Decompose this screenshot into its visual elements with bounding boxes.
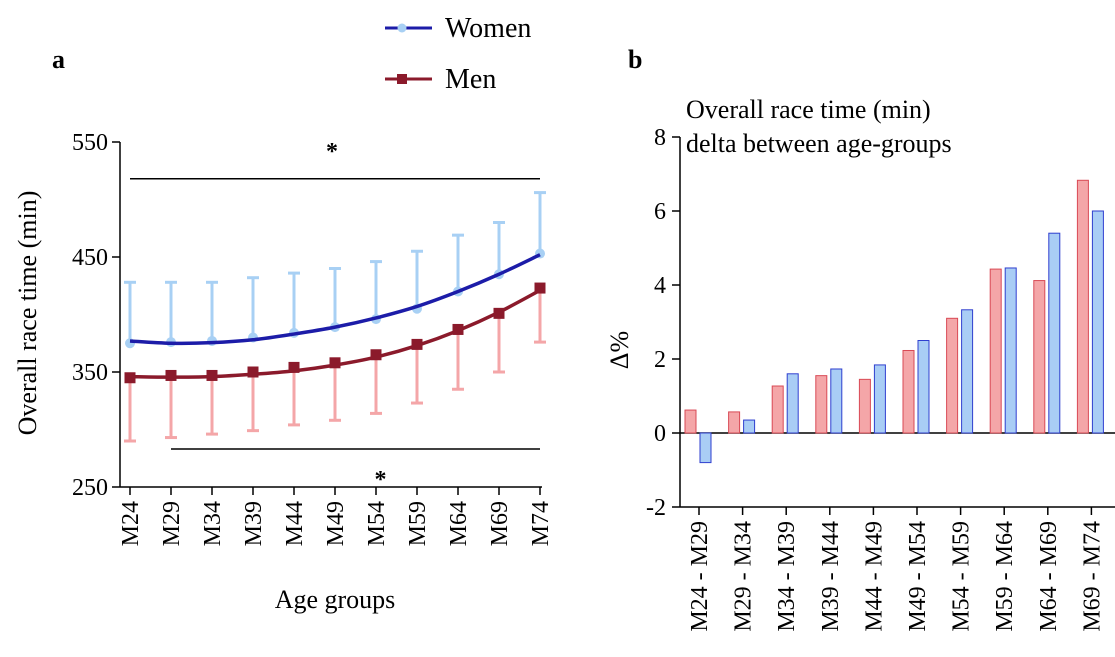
panel-a-x-tick-label: M34 (200, 501, 226, 546)
men-point (534, 282, 546, 294)
panel-a-x-tick-label: M29 (159, 501, 185, 546)
panel-a-x-tick-label: M44 (282, 501, 308, 546)
panel-b-x-tick-label: M64 - M69 (1036, 521, 1062, 632)
legend-men-label: Men (445, 64, 496, 95)
panel-b-x-tick-label: M29 - M34 (731, 521, 757, 632)
legend-women-marker (397, 23, 407, 33)
panel-a-x-tick-label: M24 (118, 501, 144, 546)
men-delta-bar (771, 385, 784, 434)
panel-a-significance-star: * (375, 467, 387, 493)
women-delta-bar (699, 432, 712, 464)
panel-a-x-axis-title: Age groups (275, 585, 396, 614)
women-delta-bar (743, 419, 756, 434)
panel-b-x-tick-label: M34 - M39 (774, 521, 800, 632)
panel-b-y-tick-label: 8 (654, 125, 666, 151)
women-delta-bar (873, 364, 886, 434)
men-point (165, 369, 177, 381)
panel-a-x-tick-label: M69 (487, 501, 513, 546)
panel-b-x-tick-label: M49 - M54 (905, 521, 931, 632)
panel-b-y-tick-label: 6 (654, 199, 666, 225)
panel-b-x-tick-label: M59 - M64 (992, 521, 1018, 632)
men-delta-bar (728, 411, 741, 434)
women-delta-bar (961, 309, 974, 434)
men-point (124, 372, 136, 384)
panel-b-x-tick-label: M44 - M49 (861, 521, 887, 632)
men-delta-bar (946, 317, 959, 434)
panel-b-y-tick-label: 0 (654, 421, 666, 447)
men-delta-bar (1033, 280, 1046, 434)
panel-b: b Overall race time (min) delta between … (605, 45, 1115, 632)
panel-b-y-tick-label: -2 (646, 495, 666, 521)
panel-a-y-tick-label: 350 (72, 360, 108, 386)
panel-a-x-tick-label: M54 (364, 501, 390, 546)
panel-a-significance-star: * (326, 139, 338, 165)
panel-a-plot: 250 350 450 550 M24 M29 M34 M39 M44 M49 M54 M59 M64 M… (72, 130, 554, 546)
panel-a-x-tick-label: M49 (323, 501, 349, 546)
panel-a-x-tick-label: M39 (241, 501, 267, 546)
men-point (247, 366, 259, 378)
men-point (329, 357, 341, 369)
women-delta-bar (917, 340, 930, 434)
women-delta-bar (1004, 267, 1017, 434)
legend-men-marker (397, 74, 407, 84)
men-point (288, 361, 300, 373)
panel-a-label: a (52, 45, 65, 74)
men-point (452, 323, 464, 335)
men-point (370, 349, 382, 361)
legend-women-label: Women (445, 13, 531, 44)
legend-item-women: Women (385, 13, 531, 44)
panel-a-y-tick-label: 250 (72, 475, 108, 501)
panel-b-x-tick-label: M39 - M44 (818, 521, 844, 632)
panel-b-y-tick-label: 4 (654, 273, 666, 299)
men-point (411, 338, 423, 350)
panel-a-y-tick-label: 550 (72, 130, 108, 156)
panel-b-x-tick-label: M69 - M74 (1079, 521, 1105, 632)
women-delta-bar (1048, 232, 1061, 434)
men-delta-bar (1076, 179, 1089, 434)
women-fit-line (129, 253, 541, 346)
legend-item-men: Men (385, 64, 496, 95)
men-point (493, 307, 505, 319)
men-delta-bar (902, 349, 915, 434)
women-delta-bar (830, 368, 843, 434)
men-point (206, 369, 218, 381)
panel-a-y-tick-label: 450 (72, 245, 108, 271)
panel-b-y-axis-title: Δ% (605, 331, 634, 369)
panel-b-label: b (628, 45, 642, 74)
panel-b-title-line-2: delta between age-groups (686, 129, 952, 158)
panel-a-x-tick-label: M64 (446, 501, 472, 546)
panel-a-x-tick-label: M74 (528, 501, 554, 546)
men-delta-bar (858, 378, 871, 434)
men-delta-bar (989, 268, 1002, 434)
panel-b-plot: -2 0 2 4 6 8 M24 - M29 M29 - M34 M34 - M39 M39 - … (646, 125, 1115, 632)
panel-b-title-line-1: Overall race time (min) (686, 95, 931, 124)
women-delta-bar (786, 373, 799, 434)
panel-b-y-tick-label: 2 (654, 347, 666, 373)
panel-b-x-tick-label: M54 - M59 (949, 521, 975, 632)
panel-a-y-axis-title: Overall race time (min) (13, 191, 42, 436)
women-delta-bar (1091, 210, 1104, 434)
panel-a-x-tick-label: M59 (405, 501, 431, 546)
panel-b-x-tick-label: M24 - M29 (687, 521, 713, 632)
panel-a: a Overall race time (min) Age groups 250… (13, 45, 554, 614)
men-delta-bar (684, 409, 697, 434)
legend: Women Men (385, 13, 531, 95)
men-delta-bar (815, 375, 828, 434)
